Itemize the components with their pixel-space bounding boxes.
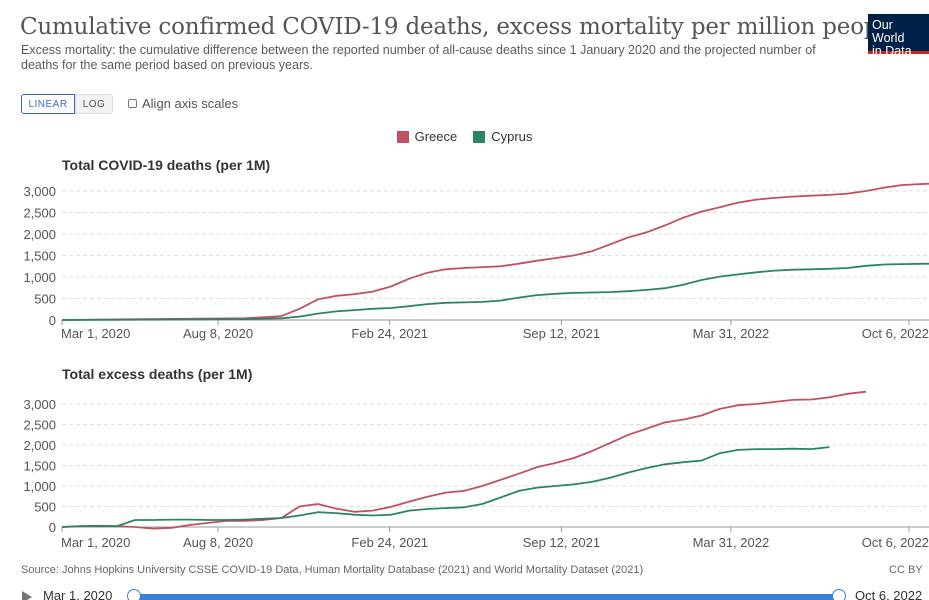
chart-1-x-tick-label: Mar 31, 2022 <box>693 326 770 341</box>
legend-item-cyprus[interactable]: Cyprus <box>473 129 532 144</box>
chart-2-x-tick-label: Aug 8, 2020 <box>183 535 253 550</box>
chart-1-series-cyprus <box>61 262 929 321</box>
license-link[interactable]: CC BY <box>889 564 923 576</box>
legend-label-greece: Greece <box>414 129 458 144</box>
chart-2-y-tick-label: 2,500 <box>23 418 56 433</box>
timeline-slider[interactable] <box>133 594 839 600</box>
checkbox-icon[interactable] <box>128 99 137 108</box>
source-note: Source: Johns Hopkins University CSSE CO… <box>21 564 644 576</box>
chart-1-y-tick-label: 3,000 <box>23 184 56 199</box>
timeline-start-label: Mar 1, 2020 <box>43 588 113 600</box>
play-icon[interactable] <box>22 591 32 600</box>
legend: Greece Cyprus <box>0 129 929 144</box>
chart-1-y-tick-label: 2,500 <box>23 206 56 221</box>
chart-2-y-tick-label: 1,000 <box>23 479 56 494</box>
chart-1-series-greece <box>61 182 929 321</box>
legend-item-greece[interactable]: Greece <box>396 129 458 144</box>
linear-scale-button[interactable]: LINEAR <box>21 94 75 114</box>
chart-2-x-tick-label: Mar 1, 2020 <box>61 535 130 550</box>
chart-title: Cumulative confirmed COVID-19 deaths, ex… <box>20 14 899 40</box>
chart-1-y-tick-label: 500 <box>34 292 56 307</box>
logo-line-2: in Data <box>872 44 912 58</box>
chart-2-y-tick-label: 2,000 <box>23 438 56 453</box>
owid-logo[interactable]: Our World in Data <box>868 14 929 58</box>
chart-2-x-tick-label: Oct 6, 2022 <box>862 535 929 550</box>
chart-2-series-cyprus <box>61 446 830 528</box>
timeline-end-label: Oct 6, 2022 <box>855 588 923 600</box>
chart-1-x-tick-label: Sep 12, 2021 <box>523 326 600 341</box>
chart-2-y-tick-label: 3,000 <box>23 397 56 412</box>
chart-1-y-tick-label: 2,000 <box>23 227 56 242</box>
chart-subtitle: Excess mortality: the cumulative differe… <box>21 43 816 72</box>
legend-label-cyprus: Cyprus <box>491 129 533 144</box>
chart-1-x-tick-label: Aug 8, 2020 <box>183 326 253 341</box>
chart-2-y-tick-label: 500 <box>34 500 56 515</box>
chart-2-title: Total excess deaths (per 1M) <box>62 366 252 382</box>
chart-2-x-tick-label: Mar 31, 2022 <box>693 535 770 550</box>
chart-1-y-tick-label: 0 <box>49 313 56 328</box>
legend-swatch-greece <box>396 130 409 143</box>
log-scale-button[interactable]: LOG <box>75 94 113 114</box>
chart-2-series-greece <box>61 390 867 530</box>
logo-line-1: Our World <box>872 18 905 45</box>
chart-2-y-tick-label: 0 <box>49 520 56 535</box>
chart-1-y-tick-label: 1,000 <box>23 270 56 285</box>
chart-1-title: Total COVID-19 deaths (per 1M) <box>62 157 270 173</box>
chart-1-x-tick-label: Feb 24, 2021 <box>351 326 428 341</box>
timeline-start-handle[interactable] <box>127 589 141 600</box>
align-axis-scales-label: Align axis scales <box>142 96 239 111</box>
legend-swatch-cyprus <box>473 130 486 143</box>
chart-2-y-tick-label: 1,500 <box>23 459 56 474</box>
timeline-end-handle[interactable] <box>832 589 846 600</box>
chart-1-x-tick-label: Oct 6, 2022 <box>862 326 929 341</box>
chart-2-x-tick-label: Sep 12, 2021 <box>523 535 600 550</box>
chart-1-y-tick-label: 1,500 <box>23 249 56 264</box>
chart-1-x-tick-label: Mar 1, 2020 <box>61 326 130 341</box>
align-axis-scales-toggle[interactable]: Align axis scales <box>128 96 238 111</box>
chart-2-x-tick-label: Feb 24, 2021 <box>351 535 428 550</box>
